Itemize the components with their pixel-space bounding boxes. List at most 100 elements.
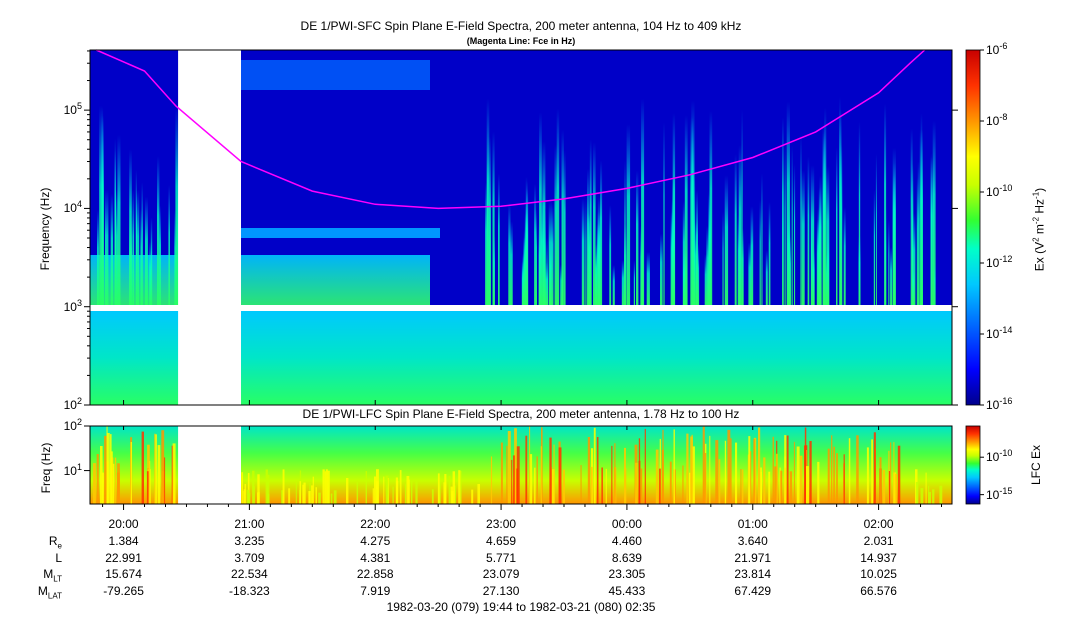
lfc-burst [893,472,896,504]
lfc-burst [93,463,96,504]
sfc-burst [875,153,877,305]
lfc-burst [817,461,820,504]
sfc-data-gap-line [90,305,952,311]
sfc-upper-band [240,228,440,238]
lfc-burst [796,446,800,504]
sfc-burst [99,105,103,305]
lfc-burst [100,446,103,504]
time-tick-label: 22:00 [360,517,391,531]
sfc-burst [589,139,592,305]
time-tick-label: 20:00 [108,517,139,531]
lfc-burst [932,489,935,504]
lfc-burst [356,482,359,504]
sfc-burst [538,221,541,305]
lfc-burst [511,459,513,504]
lfc-burst [939,485,943,504]
lfc-cbar-tick-label: 10-15 [986,485,1013,502]
lfc-burst [154,433,156,504]
lfc-burst [895,473,897,504]
ephemeris-value: 45.433 [608,583,646,598]
ephemeris-value: 66.576 [860,583,897,598]
lfc-burst [893,442,895,504]
sfc-burst [784,145,786,305]
lfc-burst [529,454,533,504]
lfc-burst [735,442,738,504]
sfc-burst [624,160,626,305]
lfc-burst [635,462,638,504]
lfc-burst [673,429,675,504]
sfc-burst [600,160,603,305]
lfc-burst [624,447,626,504]
lfc-data-gap [178,426,242,504]
lfc-burst [257,474,260,504]
ephemeris-label: MLAT [37,583,62,600]
sfc-burst [563,150,566,305]
lfc-burst [836,453,838,504]
sfc-burst [791,144,793,305]
ephemeris-value: 4.460 [611,534,642,548]
lfc-burst [490,456,493,504]
lfc-burst [471,489,474,504]
lfc-title: DE 1/PWI-LFC Spin Plane E-Field Spectra,… [302,407,740,421]
ephemeris-value: 1.384 [108,534,139,548]
sfc-hf-band [240,60,430,90]
lfc-burst [404,483,407,504]
sfc-burst [543,209,546,305]
time-tick-label: 23:00 [486,517,517,531]
sfc-burst [810,165,815,305]
lfc-burst [871,439,873,504]
sfc-burst [633,260,635,305]
sfc-burst [932,120,936,305]
sfc-burst [150,217,153,305]
lfc-burst [330,493,333,504]
lfc-burst [372,488,374,504]
sfc-ytick-label: 105 [63,101,82,118]
lfc-burst [458,470,461,504]
lfc-burst [833,446,835,504]
lfc-burst [106,426,108,504]
lfc-burst [406,476,410,504]
lfc-burst [171,445,174,504]
lfc-burst [325,469,328,504]
sfc-burst [581,198,585,305]
sfc-burst [917,161,920,305]
sfc-plot-frame [89,49,953,406]
lfc-burst [686,433,689,504]
lfc-burst [252,470,255,504]
lfc-burst [655,449,659,504]
lfc-burst [308,491,311,504]
sfc-burst [157,156,160,305]
lfc-burst [107,433,110,504]
ephemeris-value: 4.381 [360,550,391,565]
lfc-burst [431,489,434,504]
sfc-burst [884,103,887,305]
sfc-burst [535,209,537,305]
lfc-burst [928,485,930,504]
sfc-burst [508,202,511,305]
lfc-burst [553,444,555,504]
sfc-burst [114,138,116,305]
lfc-burst [529,426,531,504]
lfc-burst [614,443,616,504]
lfc-burst [376,469,379,504]
lfc-burst [601,467,603,504]
lfc-burst [513,455,515,504]
sfc-burst [149,241,151,305]
lfc-burst [920,488,924,504]
lfc-burst [506,445,508,504]
lfc-burst [730,438,732,504]
time-tick-label: 01:00 [737,517,768,531]
sfc-burst [621,260,625,305]
ephemeris-value: 15.674 [105,567,142,581]
sfc-burst [174,209,177,305]
lfc-burst [157,445,161,504]
lfc-burst [312,476,314,504]
sfc-burst [839,96,841,305]
lfc-burst [882,470,886,504]
sfc-colorbar [965,49,981,406]
sfc-burst [486,98,490,305]
lfc-burst [408,479,410,504]
sfc-burst [549,240,552,305]
ephemeris-value: 22.991 [105,550,142,565]
sfc-burst [761,173,763,305]
